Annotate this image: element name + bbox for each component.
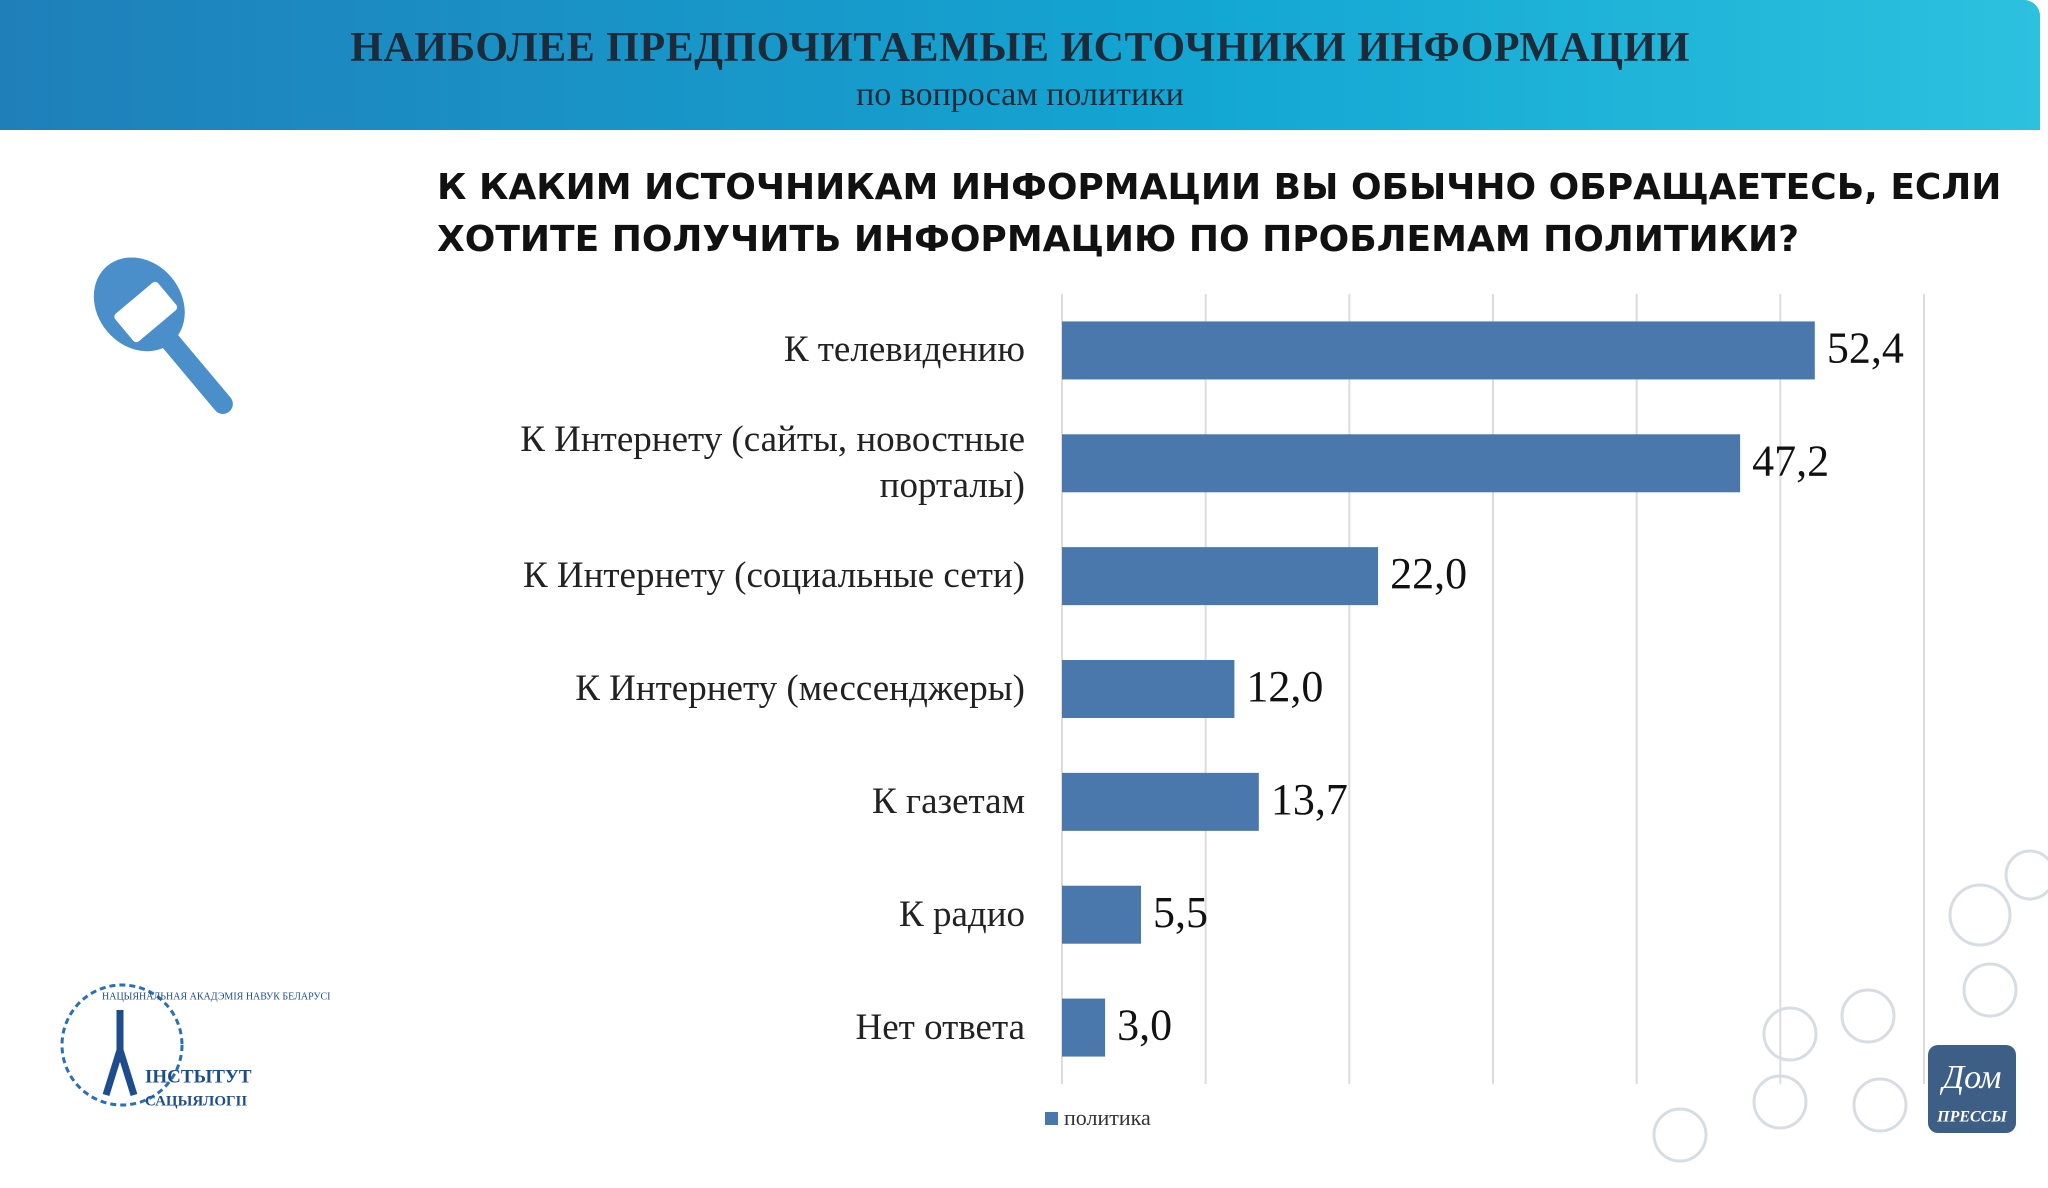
bar: [1062, 772, 1259, 831]
bar: [1062, 547, 1379, 606]
data-label: 52,4: [1827, 324, 1904, 373]
chart-title: К КАКИМ ИСТОЧНИКАМ ИНФОРМАЦИИ ВЫ ОБЫЧНО …: [437, 167, 2002, 260]
data-label: 5,5: [1153, 888, 1208, 937]
data-label: 13,7: [1271, 775, 1348, 824]
bar: [1062, 434, 1741, 493]
institute-logo: НАЦЫЯНАЛЬНАЯ АКАДЭМІЯ НАВУК БЕЛАРУСІ ІНС…: [60, 983, 330, 1109]
logo-text: Дом: [1939, 1059, 2001, 1096]
y-tick-label: К Интернету (социальные сети): [522, 555, 1025, 597]
header-title: НАИБОЛЕЕ ПРЕДПОЧИТАЕМЫЕ ИСТОЧНИКИ ИНФОРМ…: [350, 25, 1690, 71]
bar: [1062, 321, 1815, 380]
legend-swatch: [1045, 1112, 1058, 1125]
bar: [1062, 998, 1106, 1057]
header: НАИБОЛЕЕ ПРЕДПОЧИТАЕМЫЕ ИСТОЧНИКИ ИНФОРМ…: [0, 0, 2040, 130]
y-tick-label: К Интернету (мессенджеры): [575, 668, 1025, 709]
y-tick-label: Нет ответа: [855, 1006, 1025, 1048]
logo-ring-text: НАЦЫЯНАЛЬНАЯ АКАДЭМІЯ НАВУК БЕЛАРУСІ: [102, 991, 330, 1002]
data-label: 22,0: [1390, 549, 1467, 598]
y-tick-label: К газетам: [871, 780, 1025, 822]
y-tick-label: К телевидению: [783, 329, 1025, 371]
data-label: 47,2: [1752, 436, 1829, 485]
header-subtitle: по вопросам политики: [856, 76, 1184, 113]
logo-text: ПРЕССЫ: [1936, 1109, 2007, 1126]
data-label: 3,0: [1117, 1001, 1172, 1050]
legend-label: политика: [1064, 1105, 1151, 1130]
press-logo: Дом ПРЕССЫ: [1928, 1045, 2016, 1133]
microphone-icon: [93, 257, 233, 414]
bar: [1062, 660, 1235, 718]
y-tick-label: К Интернету (сайты, новостные порталы): [520, 419, 1025, 507]
logo-text: САЦЫЯЛОГІІ: [145, 1093, 247, 1109]
y-tick-label: К радио: [899, 893, 1025, 935]
data-label: 12,0: [1246, 662, 1323, 711]
decor-icons: [1652, 849, 2048, 1163]
bar: [1062, 885, 1142, 944]
logo-text: ІНСТЫТУТ: [145, 1066, 252, 1087]
